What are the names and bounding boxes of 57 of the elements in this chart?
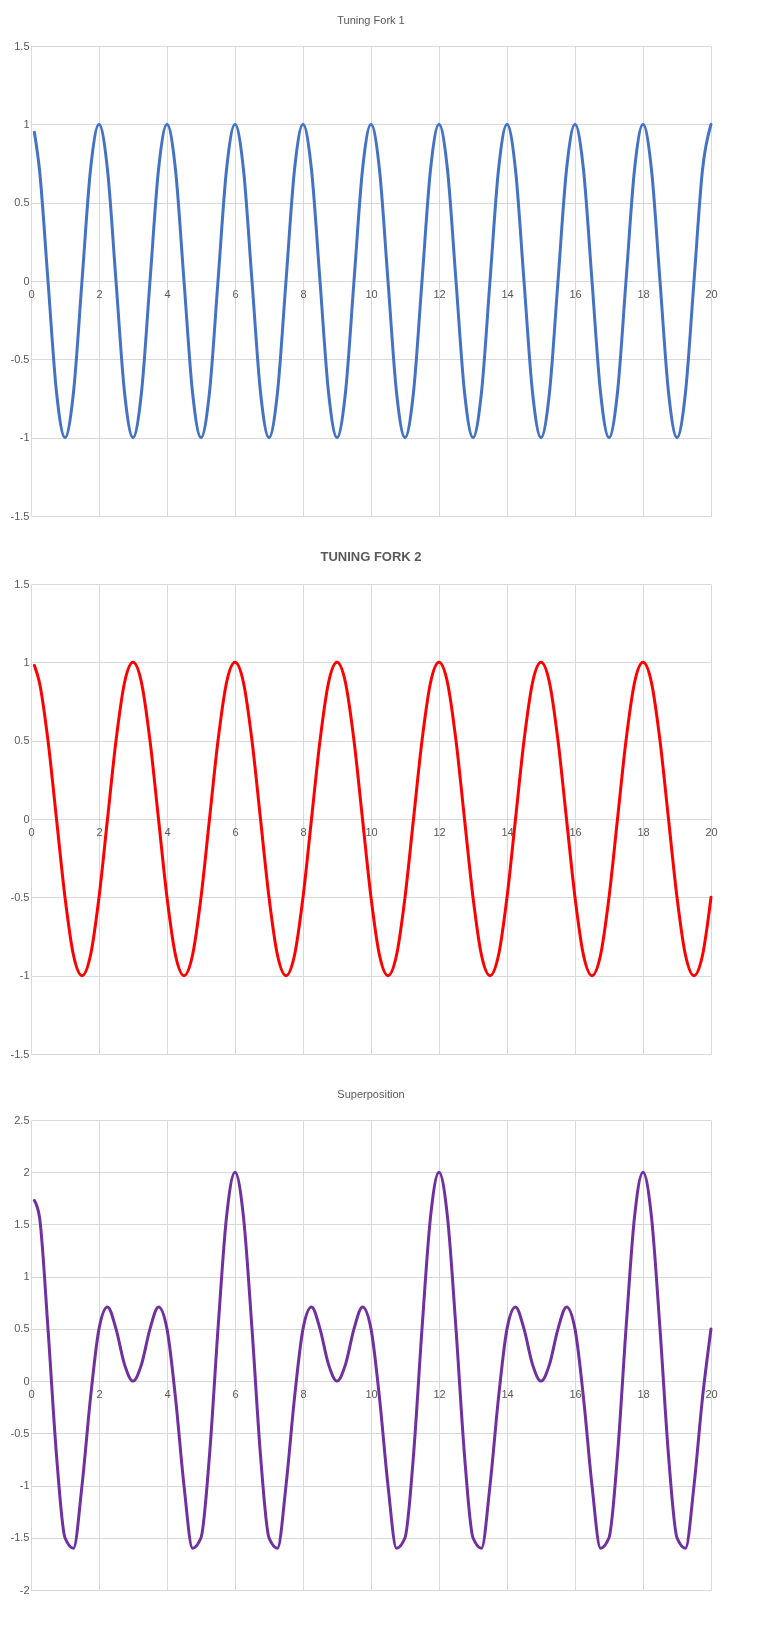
x-tick-label: 4: [164, 287, 171, 300]
y-tick-label: -1.5: [10, 1047, 30, 1060]
y-tick-label: 0: [23, 812, 30, 825]
y-tick-label: 1: [23, 117, 30, 130]
y-tick-label: -0.5: [10, 890, 30, 903]
chart-title: Tuning Fork 1: [337, 14, 405, 26]
y-tick-label: -1.5: [10, 1531, 30, 1544]
x-tick-label: 14: [501, 825, 514, 838]
x-tick-label: 8: [300, 825, 307, 838]
x-tick-label: 8: [300, 287, 307, 300]
x-tick-label: 4: [164, 1387, 171, 1400]
y-tick-label: -2: [19, 1583, 30, 1596]
y-tick-label: 0: [23, 1374, 30, 1387]
x-tick-label: 10: [365, 287, 378, 300]
x-tick-label: 2: [96, 825, 103, 838]
y-tick-label: 2.5: [14, 1113, 30, 1126]
y-tick-label: 1: [23, 1270, 30, 1283]
y-tick-label: -1: [19, 969, 30, 982]
y-tick-label: 0.5: [14, 196, 30, 209]
x-tick-label: 12: [433, 287, 446, 300]
y-tick-label: 0: [23, 274, 30, 287]
chart-title: TUNING FORK 2: [320, 549, 422, 564]
x-tick-label: 12: [433, 1387, 446, 1400]
y-tick-label: 1.5: [14, 1217, 30, 1230]
chart-title: Superposition: [337, 1088, 405, 1100]
y-tick-label: -0.5: [10, 1426, 30, 1439]
x-tick-label: 6: [232, 1387, 239, 1400]
x-tick-label: 14: [501, 1387, 514, 1400]
x-tick-label: 16: [569, 825, 582, 838]
x-tick-label: 8: [300, 1387, 307, 1400]
y-tick-label: 1.5: [14, 39, 30, 52]
x-tick-label: 10: [365, 1387, 378, 1400]
x-tick-label: 10: [365, 825, 378, 838]
x-tick-label: 6: [232, 825, 239, 838]
y-tick-label: 1.5: [14, 577, 30, 590]
x-tick-label: 20: [705, 1387, 718, 1400]
x-tick-label: 18: [637, 1387, 650, 1400]
y-tick-label: 0.5: [14, 734, 30, 747]
x-tick-label: 12: [433, 825, 446, 838]
y-tick-label: -1.5: [10, 509, 30, 522]
y-tick-label: -1: [19, 1479, 30, 1492]
y-tick-label: 1: [23, 655, 30, 668]
x-tick-label: 16: [569, 1387, 582, 1400]
x-tick-label: 2: [96, 287, 103, 300]
y-tick-label: -0.5: [10, 352, 30, 365]
y-tick-label: 0.5: [14, 1322, 30, 1335]
x-tick-label: 4: [164, 825, 171, 838]
x-tick-label: 14: [501, 287, 514, 300]
x-tick-label: 18: [637, 825, 650, 838]
x-tick-label: 16: [569, 287, 582, 300]
x-tick-label: 20: [705, 287, 718, 300]
x-tick-label: 20: [705, 825, 718, 838]
x-tick-label: 6: [232, 287, 239, 300]
x-tick-label: 18: [637, 287, 650, 300]
y-tick-label: -1: [19, 431, 30, 444]
y-tick-label: 2: [23, 1165, 30, 1178]
x-tick-label: 2: [96, 1387, 103, 1400]
